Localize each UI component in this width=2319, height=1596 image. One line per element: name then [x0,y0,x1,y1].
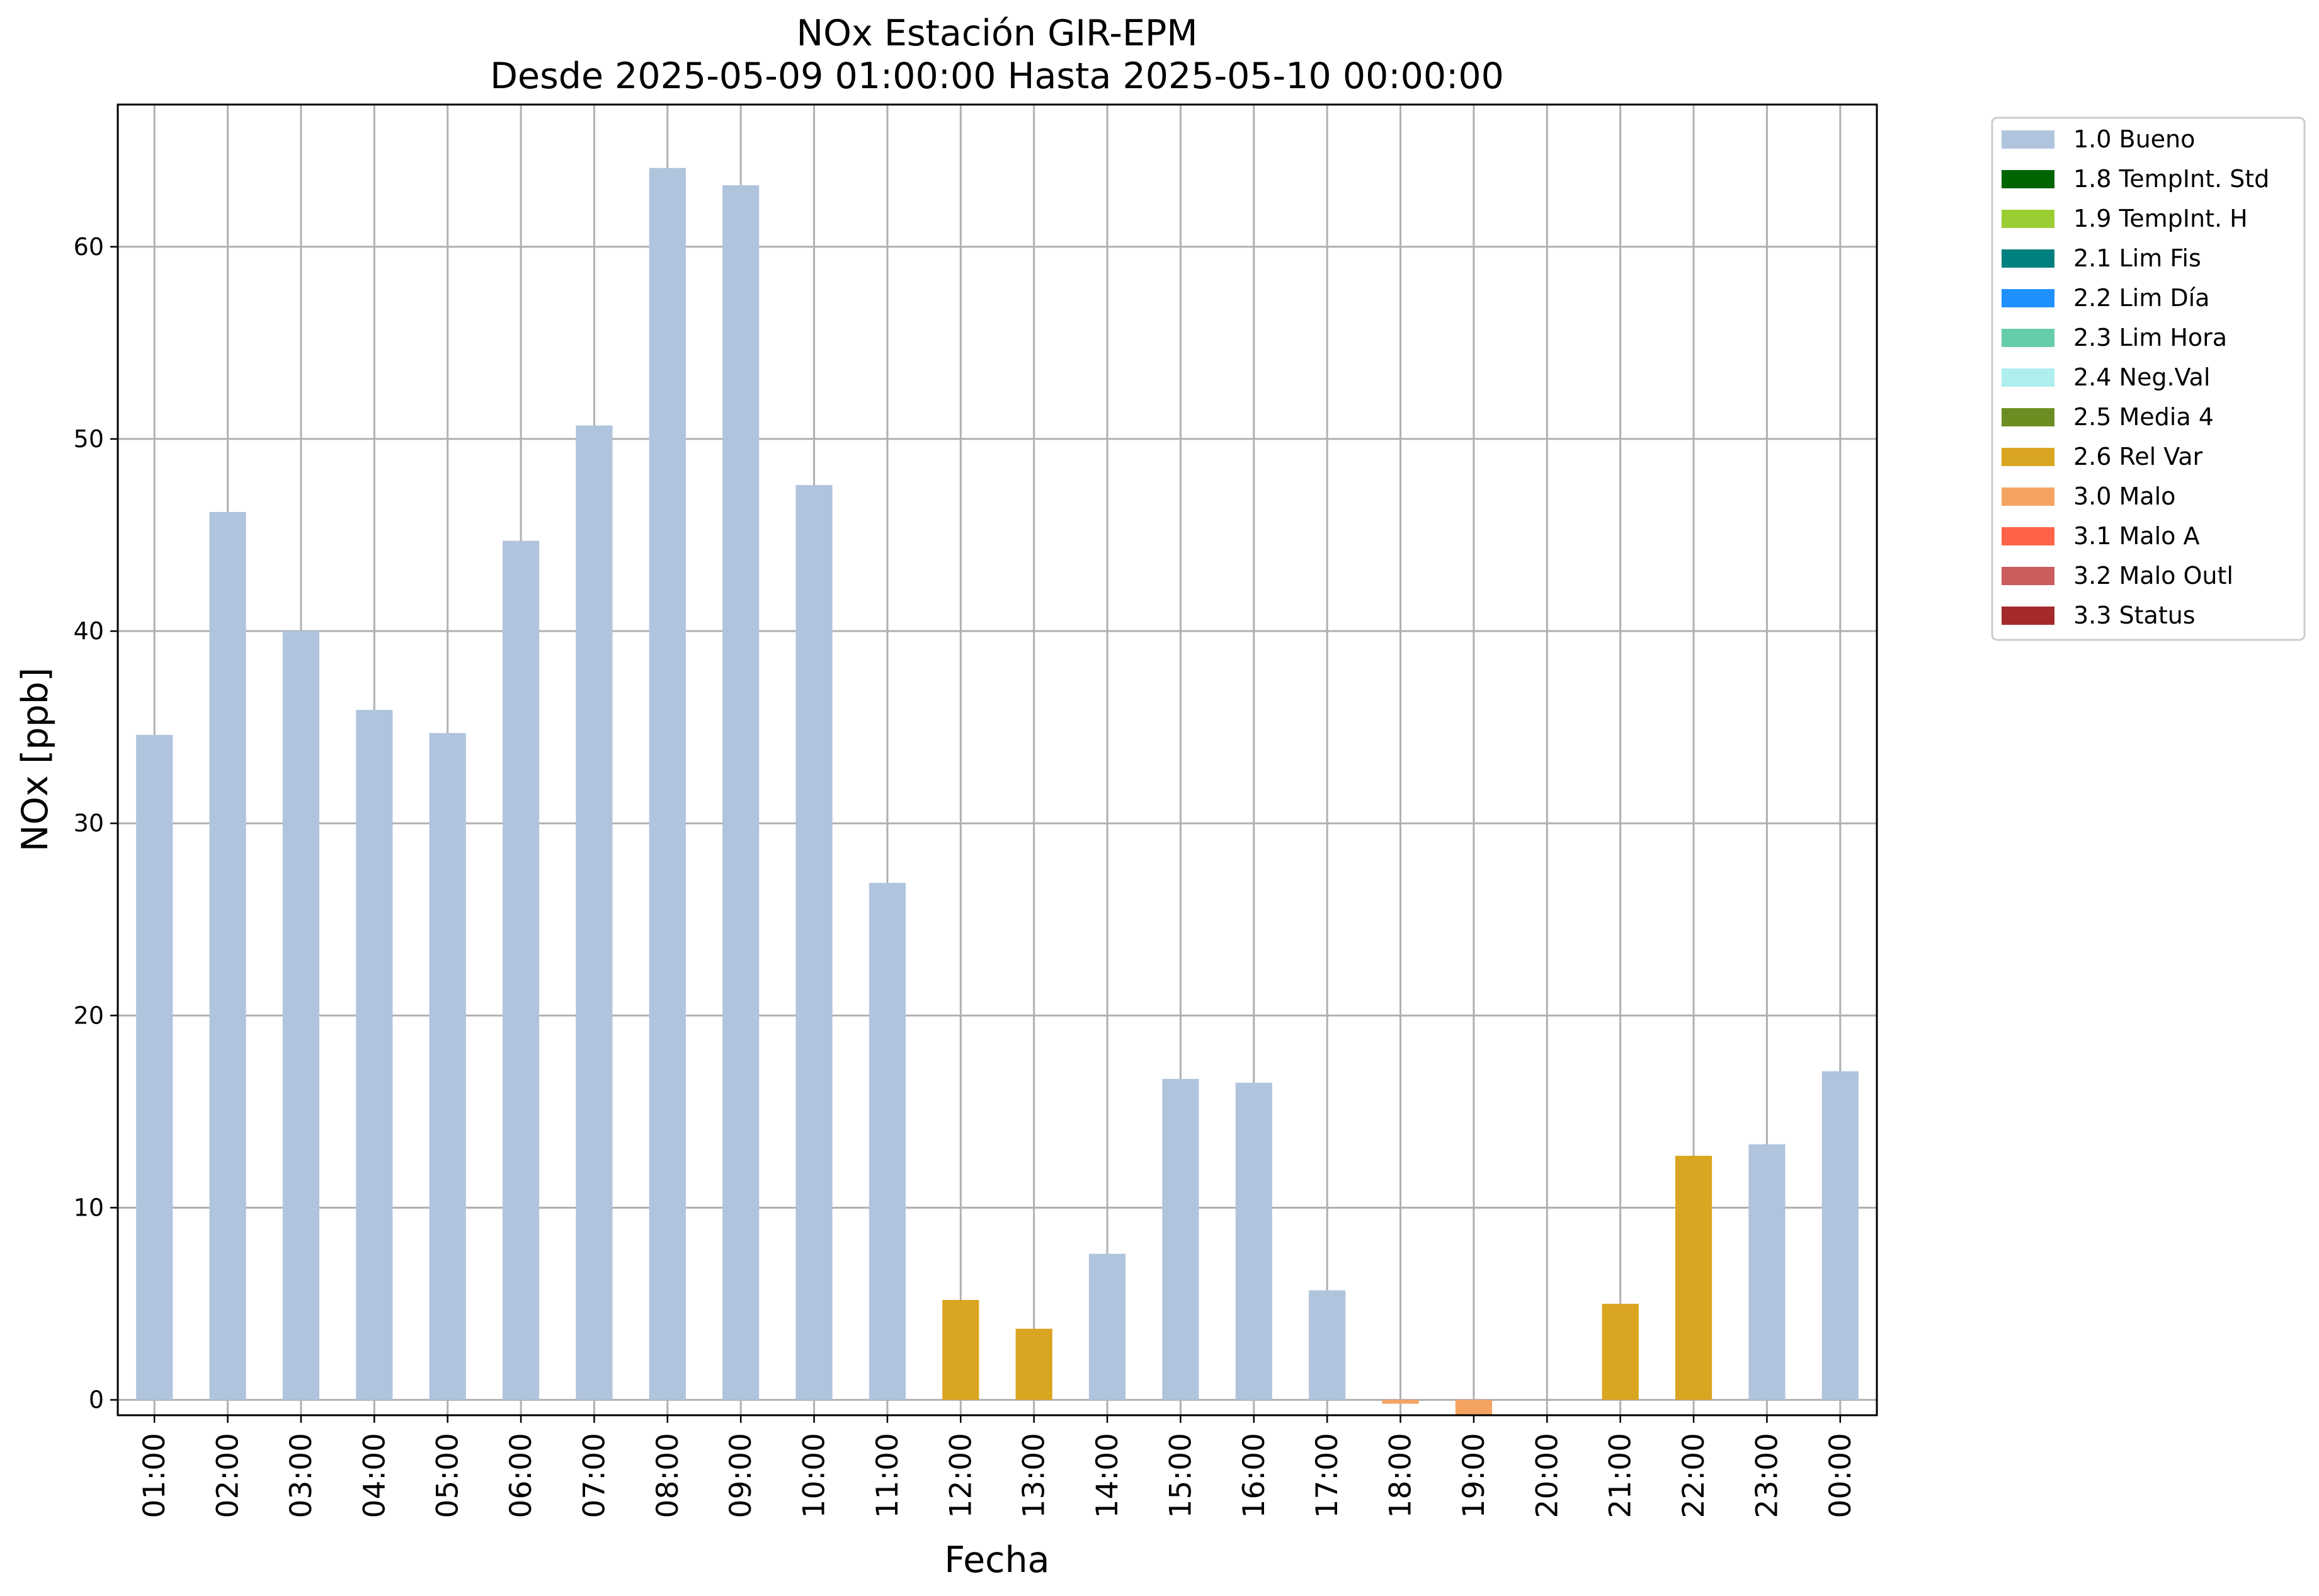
y-tick-label: 20 [74,1001,104,1029]
bars-layer [136,168,1859,1415]
legend-swatch [2002,567,2054,585]
x-tick-label: 02:00 [211,1433,246,1518]
legend-swatch [2002,448,2054,466]
bar-1900 [1455,1399,1493,1415]
bar-0200 [209,511,246,1400]
x-tick-label: 13:00 [1017,1433,1052,1518]
legend-entry: 3.3 Status [2073,601,2196,629]
bar-1800 [1382,1399,1419,1404]
x-tick-label: 04:00 [357,1433,392,1518]
legend-swatch [2002,408,2054,426]
legend-frame [1991,117,2306,641]
plot-frame [117,103,1878,1416]
x-tick-label: 01:00 [137,1433,172,1518]
bar-0500 [429,732,466,1400]
legend-entry: 2.3 Lim Hora [2073,324,2227,351]
y-axis-ticks: 0 10 20 30 40 50 60 [74,233,118,1414]
x-tick-label: 22:00 [1677,1433,1711,1518]
bar-1000 [795,485,833,1400]
x-axis-ticks: 01:00 02:00 03:00 04:00 05:00 06:00 07:00 08:00… [137,1415,1858,1518]
legend-entry: 1.8 TempInt. Std [2073,165,2269,193]
x-axis-label: Fecha [944,1539,1049,1581]
y-tick-label: 60 [74,233,104,261]
legend-entry: 2.2 Lim Día [2073,284,2209,312]
x-tick-label: 08:00 [651,1433,685,1518]
legend-entry: 3.1 Malo A [2073,522,2199,550]
x-tick-label: 10:00 [797,1433,832,1518]
bar-0000 [1821,1071,1859,1400]
y-tick-label: 10 [74,1194,104,1221]
bar-1400 [1088,1253,1126,1400]
x-tick-label: 06:00 [504,1433,538,1518]
bar-0600 [502,540,540,1400]
x-tick-label: 17:00 [1310,1433,1345,1518]
legend-entry: 2.4 Neg.Val [2073,363,2210,391]
x-tick-label: 23:00 [1750,1433,1784,1518]
legend-swatch [2002,329,2054,347]
x-tick-label: 05:00 [431,1433,465,1518]
legend-entry: 2.1 Lim Fis [2073,244,2201,272]
y-tick-label: 50 [74,425,104,453]
x-tick-label: 00:00 [1823,1433,1858,1518]
bar-2200 [1675,1156,1712,1400]
y-tick-label: 0 [89,1386,104,1414]
x-tick-label: 11:00 [870,1433,905,1518]
bar-1300 [1015,1328,1052,1400]
bar-0100 [136,734,173,1400]
x-tick-label: 19:00 [1457,1433,1491,1518]
x-tick-label: 12:00 [943,1433,978,1518]
legend-swatch [2002,289,2054,307]
legend-swatch [2002,487,2054,506]
x-tick-label: 07:00 [577,1433,612,1518]
bar-1600 [1235,1083,1272,1400]
x-tick-label: 03:00 [284,1433,319,1518]
legend-swatch [2002,368,2054,387]
legend-entry: 3.2 Malo Outl [2073,562,2233,590]
legend: 1.0 Bueno 1.8 TempInt. Std 1.9 TempInt. H 2… [1991,117,2306,641]
x-tick-label: 15:00 [1163,1433,1198,1518]
x-tick-label: 20:00 [1530,1433,1564,1518]
bar-1500 [1162,1079,1199,1400]
x-tick-label: 21:00 [1604,1433,1638,1518]
y-tick-label: 30 [74,809,104,837]
x-tick-label: 14:00 [1090,1433,1125,1518]
legend-entry: 1.0 Bueno [2073,125,2195,153]
bar-0700 [576,425,613,1400]
bar-2300 [1748,1144,1786,1400]
legend-entry: 3.0 Malo [2073,482,2175,510]
legend-swatch [2002,249,2054,268]
bar-0800 [649,168,686,1400]
bar-1200 [942,1299,979,1400]
bar-1100 [869,882,906,1400]
legend-swatch [2002,607,2054,625]
bar-0300 [282,631,320,1400]
legend-swatch [2002,210,2054,228]
x-tick-label: 18:00 [1384,1433,1418,1518]
x-tick-label: 16:00 [1237,1433,1272,1518]
bar-2100 [1602,1304,1639,1400]
legend-swatch [2002,130,2054,149]
chart-title: NOx Estación GIR-EPM [796,13,1197,54]
legend-swatch [2002,527,2054,545]
legend-entry: 1.9 TempInt. H [2073,205,2248,232]
bar-0900 [722,185,760,1400]
legend-entry: 2.5 Media 4 [2073,403,2214,431]
legend-swatch [2002,170,2054,188]
x-tick-label: 09:00 [724,1433,758,1518]
chart-subtitle: Desde 2025-05-09 01:00:00 Hasta 2025-05-… [490,55,1504,97]
y-axis-label: NOx [ppb] [14,668,56,852]
legend-entry: 2.6 Rel Var [2073,443,2203,470]
bar-1700 [1309,1290,1346,1400]
bar-0400 [356,710,393,1400]
y-tick-label: 40 [74,617,104,645]
